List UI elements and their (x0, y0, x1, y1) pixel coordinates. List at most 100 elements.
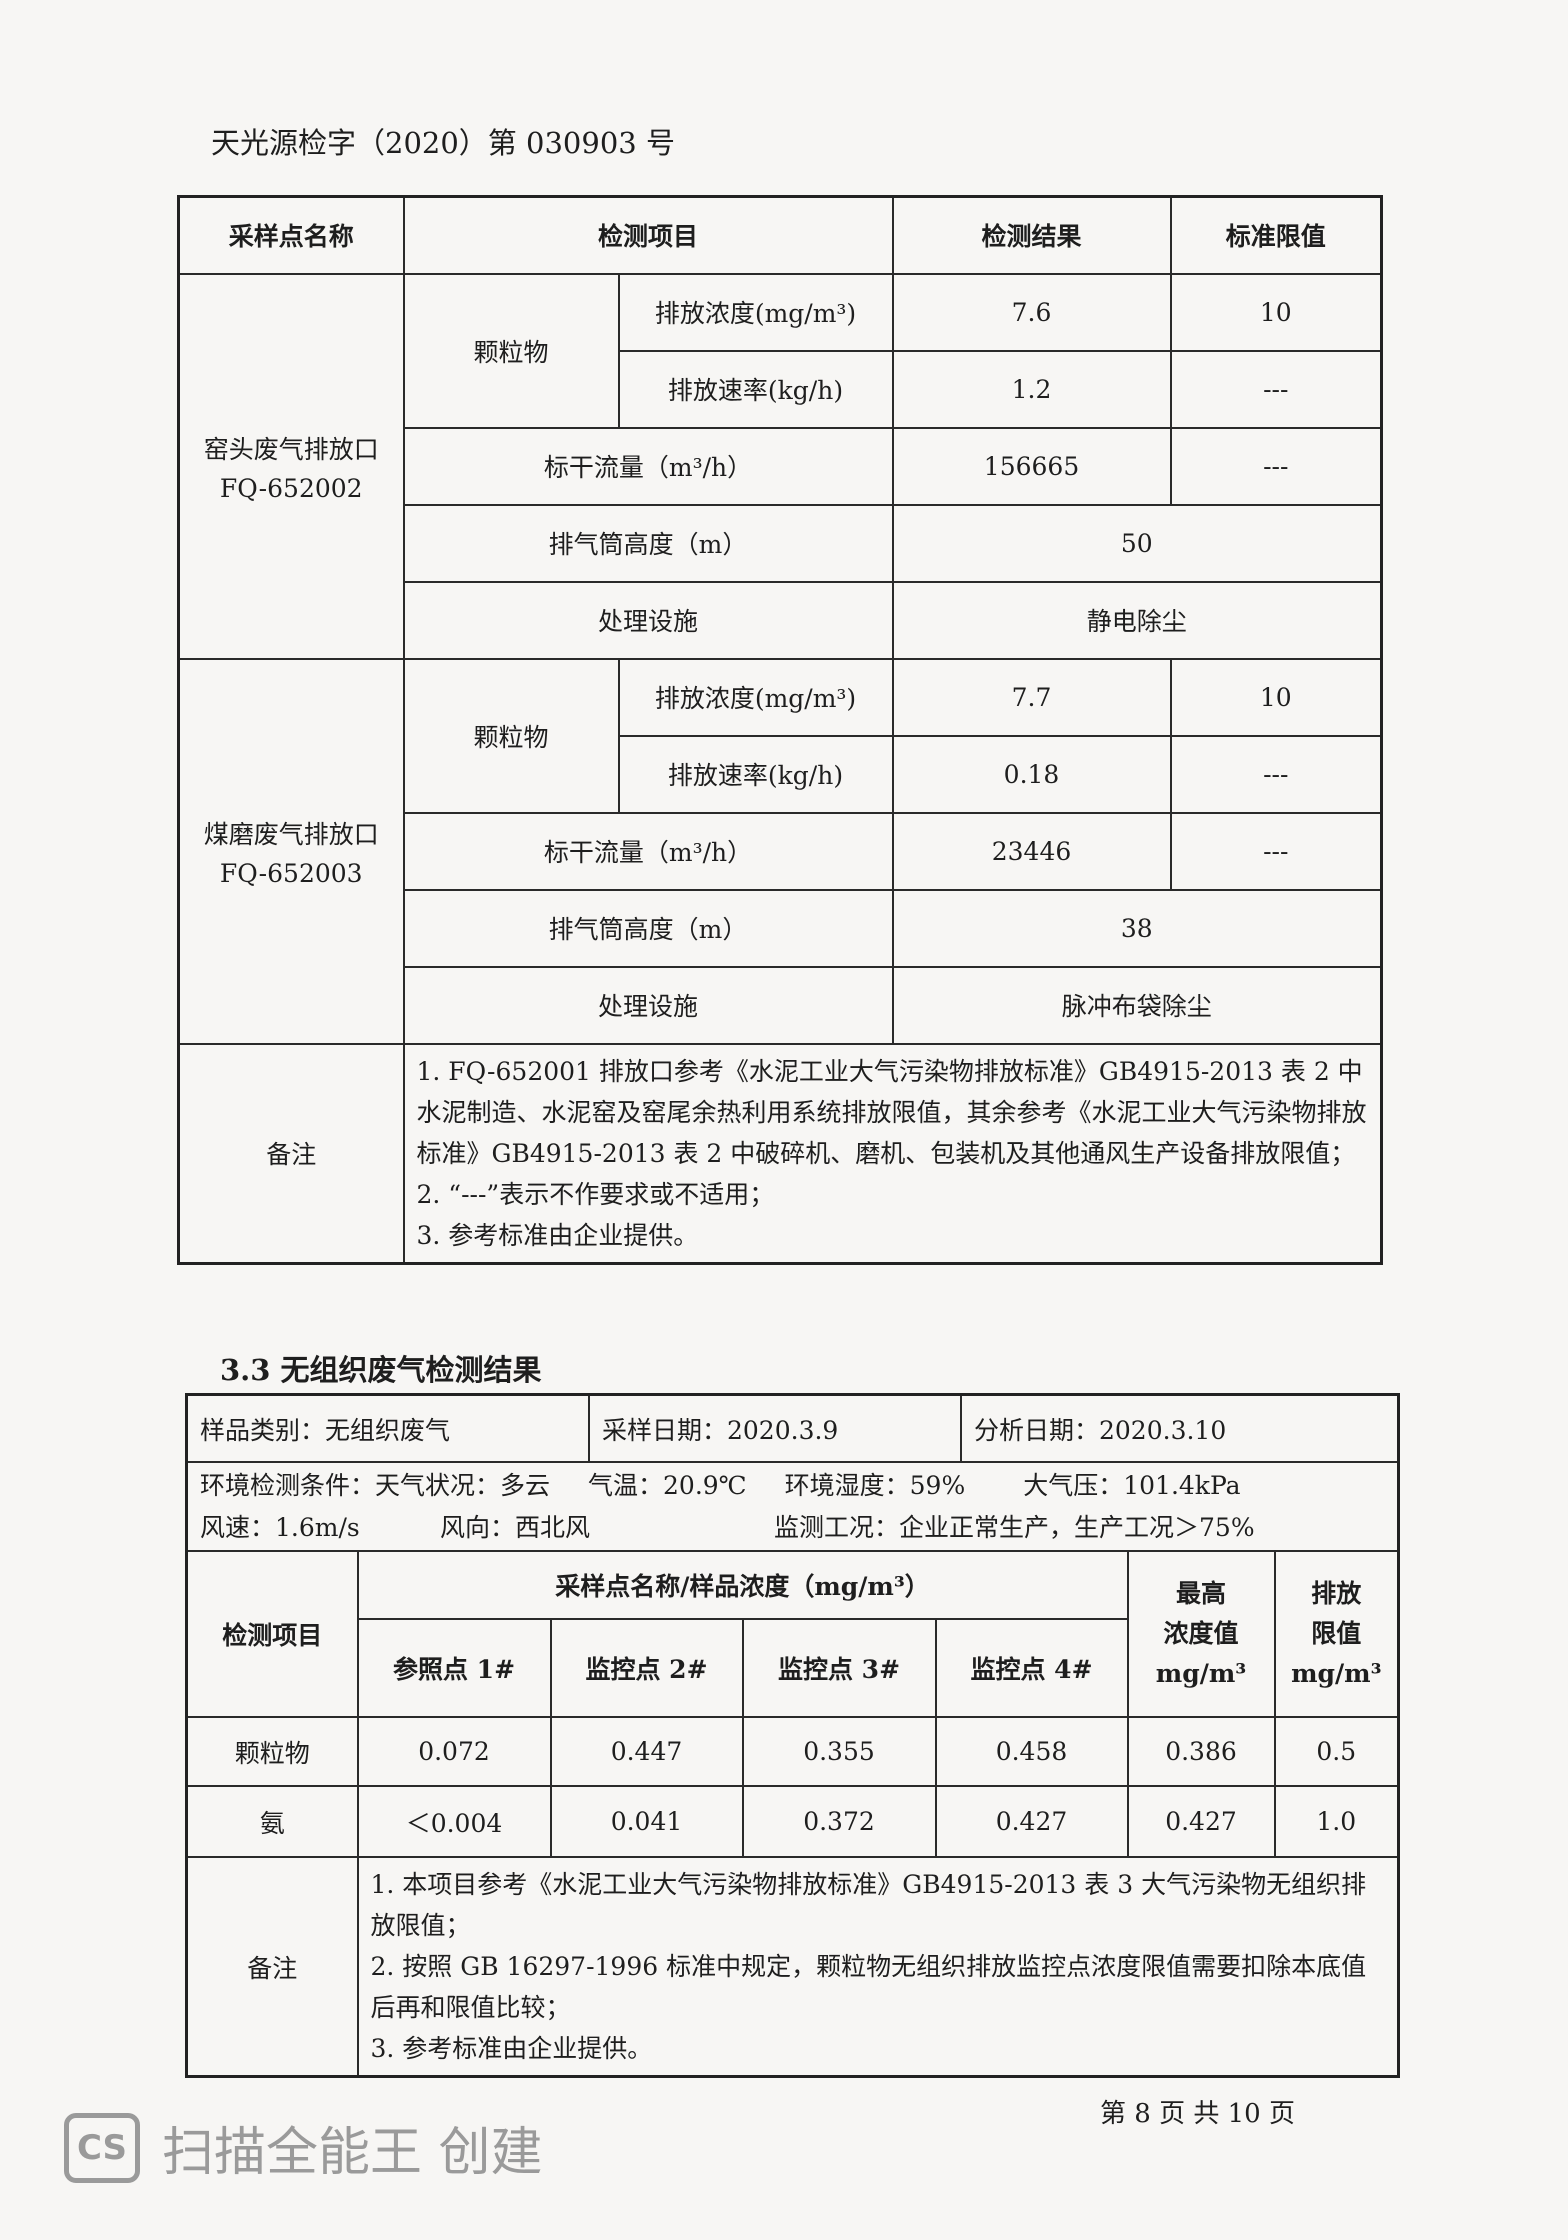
header-point: 监控点 2# (549, 1618, 744, 1718)
table-row: 标干流量（m³/h） 156665 --- (179, 426, 1383, 506)
table-row: 煤磨废气排放口 FQ-652003 颗粒物 排放浓度(mg/m³) 7.7 10 (177, 657, 1383, 1045)
table-row: 排放速率(kg/h) 0.18 --- (179, 734, 1383, 814)
facility-label: 处理设施 (402, 965, 894, 1045)
height-value: 38 (891, 888, 1383, 968)
row-value: 0.072 (356, 1716, 552, 1787)
flow-result: 23446 (891, 811, 1172, 891)
site-name: 煤磨废气排放口 FQ-652003 (177, 657, 405, 1045)
flow-result: 156665 (891, 426, 1172, 506)
header-point: 参照点 1# (356, 1618, 552, 1718)
env-line-2: 风速：1.6m/s 风向：西北风 监测工况：企业正常生产，生产工况＞75% (200, 1507, 1397, 1549)
row-value: 0.447 (549, 1716, 744, 1787)
rate-label: 排放速率(kg/h) (617, 734, 894, 814)
sampling-date: 采样日期：2020.3.9 (590, 1396, 962, 1461)
site-name-text: 煤磨废气排放口 (203, 819, 379, 849)
env-line-1: 环境检测条件：天气状况：多云 气温：20.9℃ 环境湿度：59% 大气压：101… (200, 1465, 1397, 1507)
table-row: 窑头废气排放口 FQ-652002 颗粒物 排放浓度(mg/m³) 7.6 10 (177, 272, 1383, 660)
points-header-row: 参照点 1# 监控点 2# 监控点 3# 监控点 4# (187, 1618, 1399, 1718)
height-label: 排气筒高度（m） (402, 503, 894, 583)
table-header-row: 检测项目 采样点名称/样品浓度（mg/m³） 最高 浓度值 mg/m³ 排放 限值 mg… (185, 1550, 1400, 1718)
section-title: 3.3 无组织废气检测结果 (220, 1353, 542, 1387)
row-value: 0.427 (934, 1785, 1129, 1858)
note-item: 3. 参考标准由企业提供。 (416, 1220, 699, 1250)
table-row: 处理设施 脉冲布袋除尘 (179, 965, 1383, 1045)
flow-label: 标干流量（m³/h） (402, 811, 894, 891)
conc-result: 7.6 (891, 272, 1172, 352)
table-row: 排气筒高度（m） 50 (179, 503, 1383, 583)
notes-row: 备注 1. 本项目参考《水泥工业大气污染物排放标准》GB4915-2013 表 … (185, 1856, 1400, 2078)
row-limit: 1.0 (1273, 1785, 1400, 1858)
fugitive-emission-table: 样品类别：无组织废气 采样日期：2020.3.9 分析日期：2020.3.10 … (185, 1393, 1401, 2078)
row-value: 0.041 (549, 1785, 744, 1858)
header-max-line: 最高 (1175, 1579, 1226, 1608)
env-conditions-row: 环境检测条件：天气状况：多云 气温：20.9℃ 环境湿度：59% 大气压：101… (185, 1461, 1400, 1552)
row-max: 0.427 (1126, 1785, 1276, 1858)
conc-limit: 10 (1169, 657, 1383, 737)
header-point: 监控点 4# (934, 1618, 1129, 1718)
table-row: 标干流量（m³/h） 23446 --- (179, 811, 1383, 891)
operating-condition: 监测工况：企业正常生产，生产工况＞75% (774, 1512, 1255, 1542)
facility-value: 静电除尘 (891, 580, 1383, 660)
pm-label: 颗粒物 (402, 272, 620, 429)
note-item: 1. 本项目参考《水泥工业大气污染物排放标准》GB4915-2013 表 3 大… (370, 1870, 1367, 1940)
conc-limit: 10 (1169, 272, 1383, 352)
sample-info-row: 样品类别：无组织废气 采样日期：2020.3.9 分析日期：2020.3.10 (187, 1395, 1399, 1463)
header-limit-line: mg/m³ (1291, 1659, 1382, 1688)
header-limit: 排放 限值 mg/m³ (1273, 1550, 1400, 1718)
header-max: 最高 浓度值 mg/m³ (1126, 1550, 1276, 1718)
page-number: 第 8 页 共 10 页 (1100, 2099, 1295, 2129)
row-value: 0.355 (741, 1716, 937, 1787)
flow-label: 标干流量（m³/h） (402, 426, 894, 506)
pm-label: 颗粒物 (402, 657, 620, 814)
notes-row: 备注 1. FQ-652001 排放口参考《水泥工业大气污染物排放标准》GB49… (177, 1042, 1383, 1264)
facility-value: 脉冲布袋除尘 (891, 965, 1383, 1045)
flow-limit: --- (1169, 811, 1383, 891)
note-item: 2. 按照 GB 16297-1996 标准中规定，颗粒物无组织排放监控点浓度限… (370, 1952, 1367, 2022)
header-site: 采样点名称 (177, 195, 405, 275)
notes-text: 1. 本项目参考《水泥工业大气污染物排放标准》GB4915-2013 表 3 大… (356, 1856, 1400, 2078)
wind-direction: 风向：西北风 (440, 1512, 591, 1542)
header-point: 监控点 3# (741, 1618, 937, 1718)
weather: 环境检测条件：天气状况：多云 (200, 1470, 551, 1500)
sample-type: 样品类别：无组织废气 (188, 1396, 590, 1461)
table-row: 排气筒高度（m） 38 (179, 888, 1383, 968)
conc-label: 排放浓度(mg/m³) (617, 272, 894, 352)
row-item: 颗粒物 (185, 1716, 359, 1787)
rate-limit: --- (1169, 349, 1383, 429)
header-item: 检测项目 (402, 195, 894, 275)
rate-result: 1.2 (891, 349, 1172, 429)
row-max: 0.386 (1126, 1716, 1276, 1787)
camscanner-logo-icon: CS (64, 2112, 140, 2183)
analysis-date: 分析日期：2020.3.10 (974, 1415, 1227, 1445)
table-row: 处理设施 静电除尘 (179, 580, 1383, 660)
notes-label: 备注 (177, 1042, 405, 1264)
table-row: 氨 ＜0.004 0.041 0.372 0.427 0.427 1.0 (185, 1785, 1400, 1858)
notes-text: 1. FQ-652001 排放口参考《水泥工业大气污染物排放标准》GB4915-… (402, 1042, 1383, 1264)
humidity: 环境湿度：59% (784, 1470, 966, 1500)
emission-results-table: 采样点名称 检测项目 检测结果 标准限值 窑头废气排放口 FQ-652002 颗粒… (177, 195, 1384, 1265)
document-number: 天光源检字（2020）第 030903 号 (211, 126, 675, 160)
note-item: 3. 参考标准由企业提供。 (370, 2034, 653, 2063)
header-limit-line: 限值 (1311, 1619, 1362, 1648)
conc-result: 7.7 (891, 657, 1172, 737)
row-value: 0.372 (741, 1785, 937, 1858)
note-item: 1. FQ-652001 排放口参考《水泥工业大气污染物排放标准》GB4915-… (416, 1056, 1367, 1168)
table-row: 颗粒物 0.072 0.447 0.355 0.458 0.386 0.5 (185, 1716, 1400, 1787)
height-value: 50 (891, 503, 1383, 583)
facility-label: 处理设施 (402, 580, 894, 660)
header-item: 检测项目 (185, 1550, 359, 1718)
temperature: 气温：20.9℃ (588, 1470, 747, 1500)
header-max-line: 浓度值 (1163, 1619, 1239, 1648)
table-header-row: 采样点名称 检测项目 检测结果 标准限值 (177, 195, 1383, 275)
header-limit: 标准限值 (1169, 195, 1383, 275)
row-item: 氨 (185, 1785, 359, 1858)
row-value: 0.458 (934, 1716, 1129, 1787)
flow-limit: --- (1169, 426, 1383, 506)
wind-speed: 风速：1.6m/s (200, 1512, 360, 1542)
conc-label: 排放浓度(mg/m³) (617, 657, 894, 737)
site-name-text: 窑头废气排放口 (203, 434, 379, 464)
table-row: 排放速率(kg/h) 1.2 --- (179, 349, 1383, 429)
row-limit: 0.5 (1273, 1716, 1400, 1787)
notes-label: 备注 (185, 1856, 359, 2078)
rate-limit: --- (1169, 734, 1383, 814)
